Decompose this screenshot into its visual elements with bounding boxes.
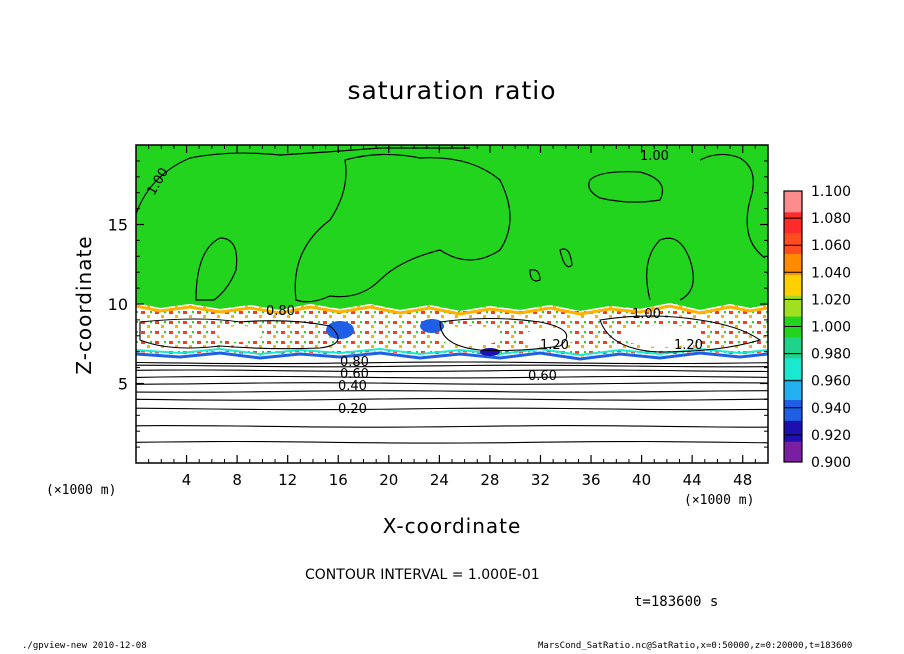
contour-label: 1.20 (674, 338, 703, 353)
z-unit-label: (×1000 m) (46, 483, 117, 498)
cloud-region (522, 329, 574, 347)
colorbar-label: 0.940 (811, 401, 851, 417)
x-tick-label: 32 (531, 471, 550, 489)
colorbar-swatch (784, 232, 802, 255)
contour-label: 0.80 (266, 304, 295, 319)
footer-right: MarsCond_SatRatio.nc@SatRatio,x=0:50000,… (538, 641, 853, 651)
x-axis-label-text: X-coordinate (382, 514, 522, 538)
cloud-contours (139, 315, 762, 353)
contour-label: 0.60 (340, 367, 369, 382)
x-tick-label: 36 (581, 471, 600, 489)
contour-line (136, 369, 768, 373)
contour-line (136, 361, 768, 365)
contour-line (136, 440, 768, 444)
contour-line (136, 390, 768, 393)
y-tick-label: 5 (118, 375, 128, 394)
colorbar-label: 1.020 (811, 292, 851, 308)
cloud-region (218, 326, 262, 342)
cloud-region (622, 325, 702, 347)
chart-title: saturation ratio (347, 76, 557, 105)
x-tick-label: 12 (278, 471, 297, 489)
x-tick-label: 20 (379, 471, 398, 489)
contour-label: 1.00 (632, 307, 661, 322)
band-bottom-colors (136, 351, 768, 361)
contour-label: 0.20 (338, 402, 367, 417)
x-tick-label: 48 (733, 471, 752, 489)
colorbar-label: 0.900 (811, 455, 851, 471)
contour-line (136, 425, 768, 428)
contour-label: 0.80 (340, 355, 369, 370)
undersaturated-cell (326, 321, 354, 339)
contour-labels: 1.00 1.00 0.20 0.40 0.60 0.80 0.60 1.20 … (144, 149, 702, 417)
colorbar-swatch (784, 274, 802, 296)
x-unit-label: (×1000 m) (684, 493, 755, 508)
colorbar-label: 1.100 (811, 184, 851, 200)
upper-layer-fill (136, 145, 768, 311)
colorbar-label: 0.980 (811, 347, 851, 363)
undersaturated-cell (420, 319, 444, 333)
y-tick-label: 10 (108, 295, 128, 314)
cloud-region (438, 326, 502, 346)
x-tick-label: 28 (480, 471, 499, 489)
footer-left: ./gpview-new 2010-12-08 (22, 641, 147, 651)
colorbar-swatch (784, 336, 802, 359)
colorbar-label: 1.080 (811, 211, 851, 227)
contour-line (136, 407, 768, 411)
colorbar-swatch (784, 191, 802, 213)
colorbar-swatch (784, 420, 802, 442)
upper-contours (136, 147, 766, 303)
contour-label: 0.40 (338, 379, 367, 394)
lower-contours (136, 361, 768, 444)
undersaturated-cell (480, 348, 500, 356)
colorbar-swatch (784, 441, 802, 463)
colorbar-label: 1.000 (811, 320, 851, 336)
colorbar-swatch (784, 399, 802, 421)
plot-area (136, 145, 768, 463)
contour-line (136, 364, 768, 368)
colorbar-label: 1.040 (811, 265, 851, 281)
colorbar-label: 0.960 (811, 374, 851, 390)
colorbar-swatch (784, 357, 802, 380)
contour-interval-text: CONTOUR INTERVAL = 1.000E-01 (305, 567, 540, 583)
x-tick-label: 4 (182, 471, 192, 489)
colorbar-swatch (784, 295, 802, 317)
colorbar-label: 1.060 (811, 238, 851, 254)
x-tick-label: 8 (232, 471, 242, 489)
x-tick-label: 40 (632, 471, 651, 489)
colorbar-swatch (784, 253, 802, 275)
colorbar-label: 0.920 (811, 428, 851, 444)
contour-label: 0.60 (528, 369, 557, 384)
x-tick-label: 24 (430, 471, 449, 489)
y-tick-label: 15 (108, 216, 128, 235)
colorbar: 1.100 1.080 1.060 1.040 1.020 1.000 0.980 0.960… (783, 184, 851, 471)
contour-line (136, 382, 768, 385)
colorbar-swatch (784, 378, 802, 400)
x-tick-label: 16 (329, 471, 348, 489)
band-edge-colors (136, 304, 768, 316)
colorbar-swatch (784, 211, 802, 234)
x-tick-label: 44 (683, 471, 702, 489)
contour-label: 1.00 (640, 149, 669, 164)
contour-line (136, 375, 768, 379)
contour-line (136, 398, 768, 401)
time-stamp: t=183600 s (634, 594, 719, 610)
contour-label: 1.20 (540, 338, 569, 353)
